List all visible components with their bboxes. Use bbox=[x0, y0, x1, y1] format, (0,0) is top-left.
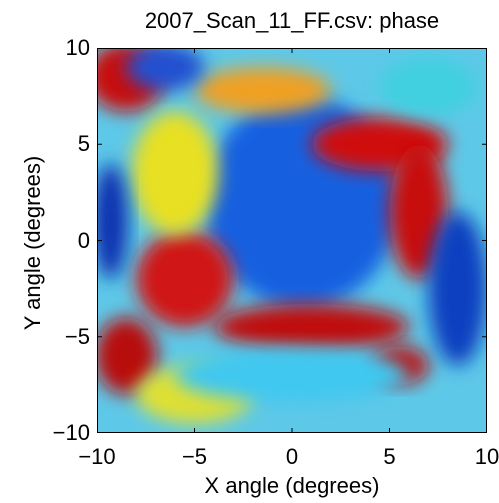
heatmap-region-cyan-ring-lower bbox=[175, 348, 409, 403]
chart-title: 2007_Scan_11_FF.csv: phase bbox=[144, 8, 440, 33]
heatmap-region-red-corner-bottom-left bbox=[97, 317, 158, 395]
x-tick-label: 5 bbox=[383, 444, 396, 469]
heatmap-svg bbox=[97, 48, 487, 433]
y-tick-label: 5 bbox=[77, 131, 90, 157]
plot-frame bbox=[97, 48, 487, 433]
y-axis-label: Y angle (degrees) bbox=[20, 155, 45, 331]
x-tick-label: −5 bbox=[181, 444, 208, 469]
heatmap-region-red-arc-left bbox=[136, 230, 234, 328]
x-tick-label: −10 bbox=[78, 444, 116, 469]
x-tick-label: 10 bbox=[474, 444, 499, 469]
y-tick-label: 10 bbox=[65, 35, 90, 60]
y-tick-label: 0 bbox=[77, 227, 90, 253]
y-tick-label: −5 bbox=[64, 323, 90, 349]
y-tick-label: −10 bbox=[52, 420, 90, 445]
heatmap-region-red-arc-right bbox=[389, 144, 448, 279]
heatmap-region-blue-left-edge bbox=[97, 163, 129, 279]
heatmap-region-yellow-ring-left bbox=[132, 111, 218, 235]
heatmap-region-red-arc-bottom bbox=[214, 304, 409, 351]
x-tick-label: 0 bbox=[285, 444, 299, 469]
x-axis-label: X angle (degrees) bbox=[204, 473, 380, 498]
heatmap-region-blue-top-left bbox=[126, 48, 205, 91]
heatmap-region-orange-top bbox=[194, 67, 331, 114]
heatmap-region-cyan-top-right bbox=[379, 57, 478, 116]
heatmap-plot-area bbox=[97, 48, 487, 433]
heatmap-region-blue-right-band bbox=[428, 211, 487, 366]
